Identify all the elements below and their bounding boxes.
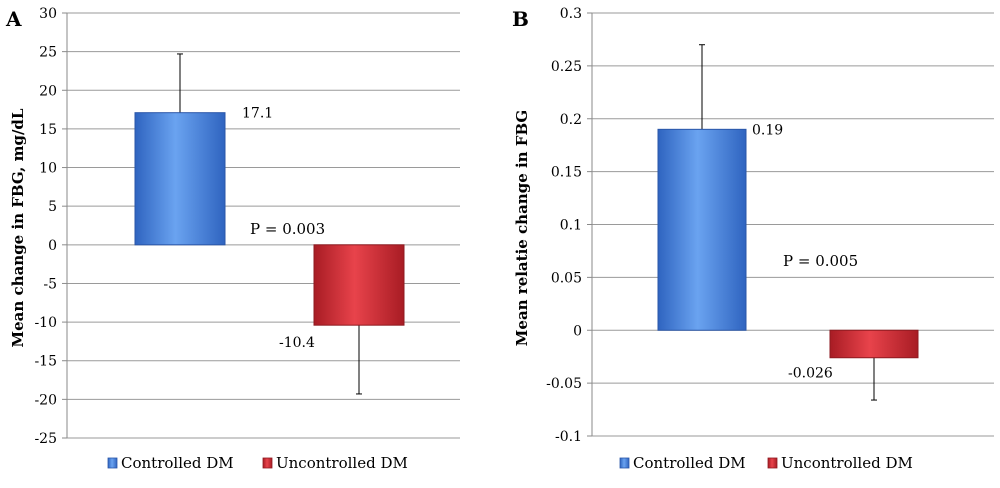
gridlines: [587, 12, 994, 437]
y-tick-label: 0.2: [560, 112, 582, 128]
chart-panel-a: A 30 25 20 15 10 5 0 -5 -10 -15 -20 -25 17.1 -10.4 P…: [0, 0, 500, 484]
error-bars: [699, 44, 877, 401]
y-tick-labels: 0.3 0.25 0.2 0.15 0.1 0.05 0 -0.05 -0.1: [546, 6, 582, 445]
y-axis-label: Mean change in FBG, mg/dL: [9, 108, 27, 347]
y-tick-label: -15: [34, 354, 57, 370]
legend: Controlled DM Uncontrolled DM: [107, 454, 408, 472]
legend-label: Controlled DM: [633, 454, 746, 472]
legend-swatch: [767, 457, 778, 469]
chart-panel-b: B 0.3 0.25 0.2 0.15 0.1 0.05 0 -0.05 -0.1 0.19 -0…: [500, 0, 1000, 484]
y-tick-label: 0.05: [551, 270, 582, 286]
y-tick-label: 10: [39, 161, 57, 177]
y-tick-label: 0.1: [560, 218, 582, 234]
y-tick-label: 0: [48, 238, 57, 254]
panel-letter: B: [512, 7, 529, 31]
y-tick-label: -0.05: [546, 376, 582, 392]
p-value-annotation: P = 0.005: [783, 252, 858, 270]
y-tick-label: -5: [43, 276, 57, 292]
y-tick-label: 0.15: [551, 165, 582, 181]
chart-a-svg: A 30 25 20 15 10 5 0 -5 -10 -15 -20 -25 17.1 -10.4 P…: [5, 6, 460, 472]
y-tick-label: 25: [39, 45, 57, 61]
legend-label: Controlled DM: [121, 454, 234, 472]
y-tick-label: -0.1: [555, 429, 582, 445]
y-tick-label: 0.25: [551, 59, 582, 75]
bar-uncontrolled-dm: [829, 329, 919, 359]
data-label: 17.1: [242, 106, 273, 122]
y-tick-labels: 30 25 20 15 10 5 0 -5 -10 -15 -20 -25: [34, 6, 57, 447]
bar-controlled-dm: [657, 128, 747, 331]
data-label: -0.026: [788, 366, 833, 382]
panel-letter: A: [5, 7, 22, 31]
y-tick-label: -10: [34, 315, 57, 331]
y-tick-label: 30: [39, 6, 57, 22]
data-label: -10.4: [279, 335, 315, 351]
y-tick-label: -20: [34, 392, 57, 408]
y-tick-label: 15: [39, 122, 57, 138]
legend-label: Uncontrolled DM: [276, 454, 408, 472]
legend-swatch: [107, 457, 118, 469]
y-axis-label: Mean relatie change in FBG: [513, 110, 531, 346]
y-tick-label: 5: [48, 199, 57, 215]
legend-swatch: [262, 457, 273, 469]
y-tick-label: -25: [34, 431, 57, 447]
data-labels: 17.1 -10.4: [242, 106, 315, 352]
bars: [134, 112, 405, 326]
p-value-annotation: P = 0.003: [250, 220, 325, 238]
chart-b-svg: B 0.3 0.25 0.2 0.15 0.1 0.05 0 -0.05 -0.1 0.19 -0…: [512, 6, 994, 472]
legend-label: Uncontrolled DM: [781, 454, 913, 472]
bar-controlled-dm: [134, 112, 226, 246]
y-tick-label: 20: [39, 83, 57, 99]
bars: [657, 128, 919, 359]
legend-swatch: [619, 457, 630, 469]
y-tick-label: 0.3: [560, 6, 582, 22]
data-label: 0.19: [752, 122, 783, 138]
y-tick-label: 0: [573, 323, 582, 339]
legend: Controlled DM Uncontrolled DM: [619, 454, 913, 472]
bar-uncontrolled-dm: [313, 244, 405, 326]
data-labels: 0.19 -0.026: [752, 122, 833, 381]
error-bars: [177, 53, 362, 395]
